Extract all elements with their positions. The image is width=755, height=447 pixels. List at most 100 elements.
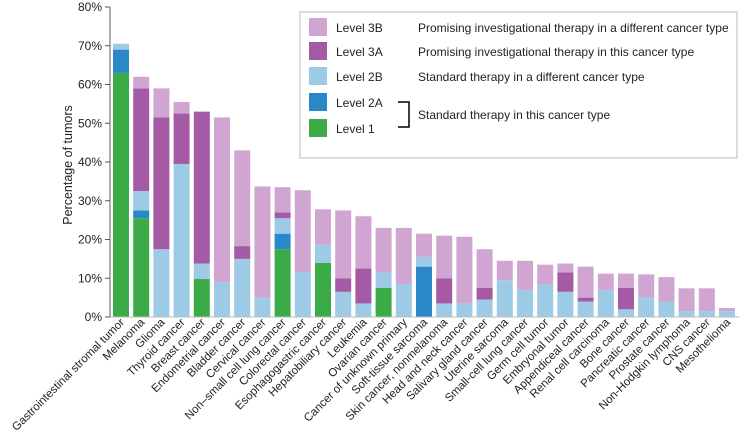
bar-level-2a-soft-tissue-sarcoma [416,266,432,317]
bar-level-3a-hepatobiliary-cancer [335,278,352,292]
legend-swatch-level-1 [309,119,327,137]
y-axis-title: Percentage of tumors [61,105,75,225]
bar-level-3b-germ-cell-tumor [537,264,554,285]
y-tick-label: 40% [78,155,102,169]
legend-swatch-level-2a [309,93,327,111]
bar-level-3b-uterine-sarcoma [496,260,513,281]
bar-level-3b-endometrial-cancer [214,117,230,283]
bar-level-2b-cervical-cancer [254,297,271,317]
bar-level-2b-melanoma [133,191,150,211]
bar-level-2a-gastrointestinal-stromal-tumor [113,49,129,73]
bar-level-2b-mesothelioma [719,311,735,317]
y-tick-label: 50% [78,116,102,130]
legend-box [299,11,738,159]
bar-level-1-ovarian-cancer [375,287,392,317]
bar-level-2b-head-and-neck-cancer [456,303,473,317]
bar-level-3b-salivary-gland-cancer [476,249,493,288]
legend-label-level-2b: Level 2B [336,70,383,84]
bar-level-3b-cancer-of-unknown-primary [395,227,412,285]
bar-level-2b-embryonal-tumor [557,291,574,317]
bar-level-3a-glioma [153,117,170,250]
bar-level-1-melanoma [133,218,150,317]
bar-level-3b-mesothelioma [719,308,735,312]
bar-level-3b-hepatobiliary-cancer [335,210,352,279]
bar-level-3b-thyroid-cancer [173,101,190,114]
legend-label-level-3b: Level 3B [336,21,383,35]
bar-level-2b-prostate-cancer [658,301,675,317]
bar-level-2b-renal-cell-carcinoma [597,289,614,317]
bar-level-3b-cns-cancer [698,288,715,312]
bar-level-2b-leukemia [355,303,372,317]
bar-level-3a-non-small-cell-lung-cancer [274,212,291,219]
y-tick-label: 10% [78,271,102,285]
x-tick-label-gastrointestinal-stromal-tumor: Gastrointestinal stromal tumor [10,317,127,434]
bar-level-2b-appendiceal-cancer [577,301,594,317]
bar-level-2b-soft-tissue-sarcoma [416,256,432,267]
bar-level-3b-small-cell-lung-cancer [517,260,533,290]
y-tick-label: 0% [85,310,103,324]
bar-level-2a-non-small-cell-lung-cancer [274,233,291,250]
bar-level-3a-appendiceal-cancer [577,297,594,302]
bar-level-2b-bone-cancer [618,309,634,317]
bar-level-3b-skin-cancer-nonmelanoma [436,235,453,279]
bar-level-3a-embryonal-tumor [557,272,574,292]
bar-level-2b-breast-cancer [193,263,210,280]
bar-level-2b-hepatobiliary-cancer [335,291,352,317]
bar-level-2b-colorectal-cancer [294,272,311,317]
bar-level-2b-esophagogastric-cancer [315,244,331,263]
legend-desc-level-3b: Promising investigational therapy in a d… [418,21,729,35]
bar-level-3b-embryonal-tumor [557,263,574,273]
legend-label-level-3a: Level 3A [336,45,383,59]
bar-level-3b-esophagogastric-cancer [315,209,331,245]
bars [110,43,740,318]
bar-level-2b-cns-cancer [698,311,715,317]
bar-level-3a-thyroid-cancer [173,113,190,164]
bar-level-2a-melanoma [133,210,150,219]
bar-level-3b-non-hodgkin-lymphoma [678,288,695,312]
legend-label-level-2a: Level 2A [336,96,383,110]
legend-group-desc: Standard therapy in this cancer type [418,108,610,122]
legend-swatch-level-3b [309,18,327,36]
y-tick-label: 60% [78,78,102,92]
bar-level-2b-small-cell-lung-cancer [517,289,533,317]
legend-desc-level-2b: Standard therapy in a different cancer t… [418,70,645,84]
bar-level-2b-glioma [153,249,170,317]
bar-level-3b-bladder-cancer [234,150,251,247]
bar-level-3b-glioma [153,88,170,118]
bar-level-3b-melanoma [133,76,150,89]
bar-level-3b-cervical-cancer [254,186,271,298]
bar-level-1-non-small-cell-lung-cancer [274,249,291,317]
bar-level-1-esophagogastric-cancer [315,262,331,317]
bar-level-2b-germ-cell-tumor [537,284,554,317]
bar-level-3b-pancreatic-cancer [638,274,655,298]
bar-level-3b-renal-cell-carcinoma [597,273,614,290]
bar-level-3b-prostate-cancer [658,277,675,302]
bar-level-3a-bladder-cancer [234,246,251,259]
bar-level-3b-colorectal-cancer [294,190,311,273]
bar-level-2b-gastrointestinal-stromal-tumor [113,43,129,50]
bar-level-2b-non-small-cell-lung-cancer [274,218,291,234]
y-axis: 0% 10% 20% 30% 40% 50% 60% 70% 80% [78,0,111,324]
bar-level-3b-bone-cancer [618,273,634,288]
bar-level-2b-cancer-of-unknown-primary [395,284,412,317]
bar-level-2b-uterine-sarcoma [496,280,513,317]
y-tick-label: 70% [78,39,102,53]
bar-level-2b-thyroid-cancer [173,163,190,317]
legend-desc-level-3a: Promising investigational therapy in thi… [418,45,694,59]
bar-level-2b-endometrial-cancer [214,282,230,317]
bar-level-3a-breast-cancer [193,111,210,264]
legend-swatch-level-3a [309,42,327,60]
bar-level-3b-non-small-cell-lung-cancer [274,187,291,213]
bar-level-1-gastrointestinal-stromal-tumor [113,72,129,317]
bar-level-1-breast-cancer [193,279,210,317]
y-tick-label: 20% [78,233,102,247]
x-axis-labels: Gastrointestinal stromal tumorMelanomaGl… [10,316,733,433]
bar-level-2b-pancreatic-cancer [638,297,655,317]
bar-level-3a-leukemia [355,268,372,304]
bar-level-2b-non-hodgkin-lymphoma [678,311,695,317]
legend: Level 3B Promising investigational thera… [299,11,738,159]
legend-bracket [398,101,410,128]
bar-level-2b-bladder-cancer [234,258,251,317]
bar-level-3a-salivary-gland-cancer [476,287,493,300]
